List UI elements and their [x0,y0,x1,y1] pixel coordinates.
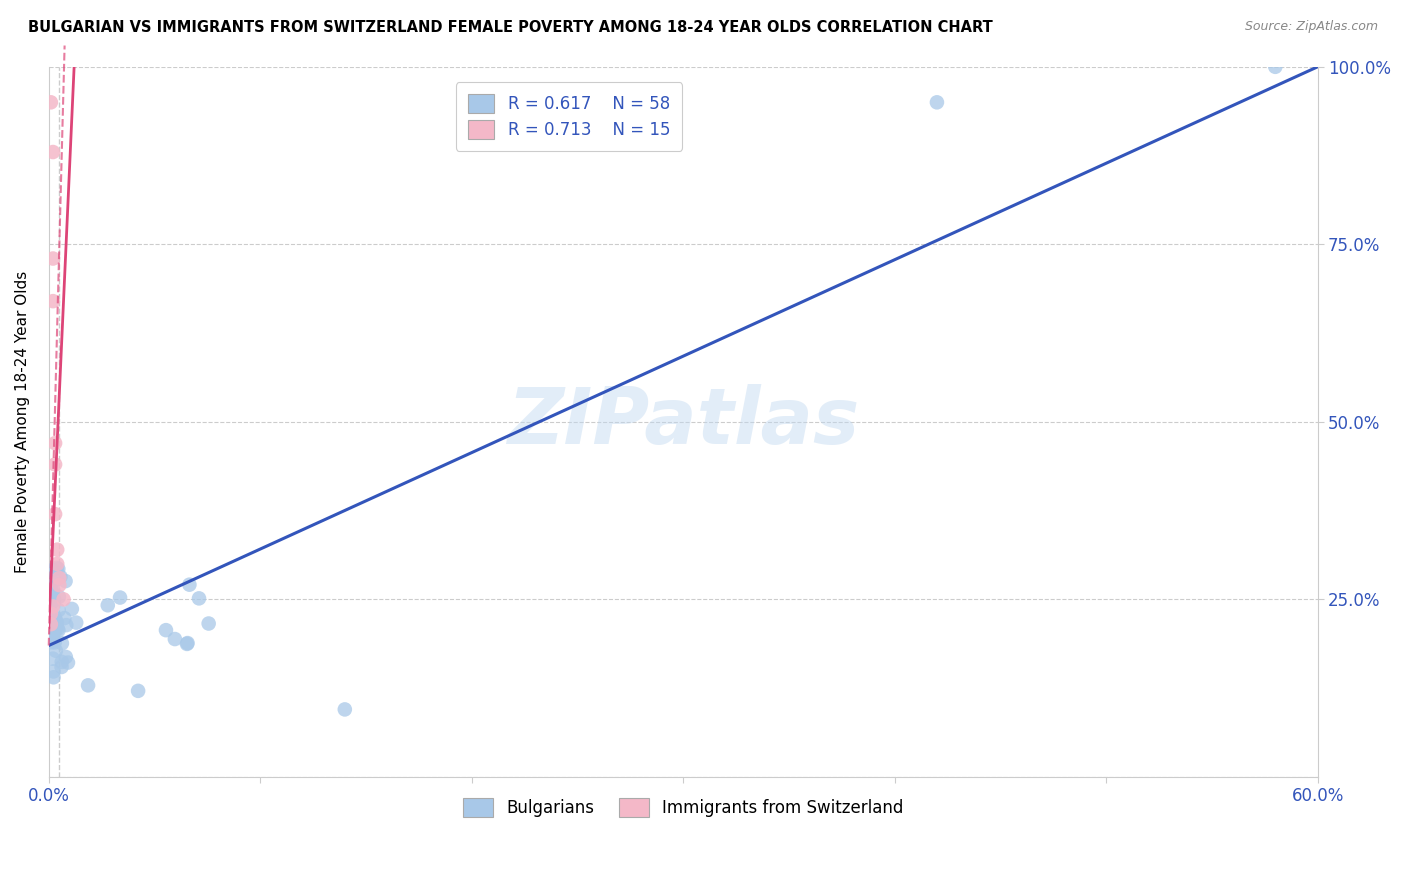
Point [176,637,198,651]
Point [44,611,66,625]
Y-axis label: Female Poverty Among 18-24 Year Olds: Female Poverty Among 18-24 Year Olds [15,270,30,573]
Point [163,632,186,646]
Point [44,507,66,521]
Point [53,611,76,625]
Point [41,632,63,646]
Point [39,580,62,594]
Point [77,678,100,692]
Point [39,582,62,597]
Point [52,592,75,607]
Point [46,557,69,571]
Point [41,618,63,632]
Point [51,655,73,669]
Point [42,582,65,596]
Point [925,95,948,110]
Point [108,591,131,605]
Legend: Bulgarians, Immigrants from Switzerland: Bulgarians, Immigrants from Switzerland [454,789,912,825]
Point [45,644,67,658]
Point [42,593,65,607]
Point [55,574,77,588]
Point [44,635,66,649]
Text: ZIPatlas: ZIPatlas [508,384,859,460]
Point [41,586,63,600]
Point [42,670,65,684]
Point [39,611,62,625]
Point [55,618,77,632]
Point [41,574,63,589]
Point [44,619,66,633]
Point [42,145,65,159]
Point [41,635,63,649]
Point [1264,60,1286,74]
Point [41,563,63,577]
Point [197,616,219,631]
Point [44,624,66,638]
Point [42,594,65,608]
Point [42,252,65,266]
Text: BULGARIAN VS IMMIGRANTS FROM SWITZERLAND FEMALE POVERTY AMONG 18-24 YEAR OLDS CO: BULGARIAN VS IMMIGRANTS FROM SWITZERLAND… [28,20,993,35]
Point [65,615,87,630]
Point [51,660,73,674]
Point [46,542,69,557]
Point [48,603,70,617]
Point [48,624,70,638]
Point [39,607,62,621]
Point [333,702,356,716]
Point [44,623,66,637]
Point [39,633,62,648]
Point [48,571,70,585]
Point [179,577,201,591]
Point [56,656,79,670]
Point [44,458,66,472]
Point [97,599,120,613]
Point [42,599,65,614]
Point [42,651,65,665]
Point [176,636,198,650]
Point [48,590,70,604]
Point [46,622,69,636]
Point [41,586,63,600]
Point [45,616,67,631]
Point [48,578,70,592]
Point [51,636,73,650]
Point [188,591,211,606]
Point [46,562,69,576]
Point [44,436,66,450]
Point [60,602,83,616]
Point [42,665,65,679]
Point [39,599,62,613]
Point [42,294,65,309]
Point [42,591,65,606]
Point [55,650,77,665]
Point [127,683,149,698]
Point [155,623,177,637]
Point [45,615,67,630]
Point [45,561,67,575]
Text: Source: ZipAtlas.com: Source: ZipAtlas.com [1244,20,1378,33]
Point [39,617,62,632]
Point [49,569,72,583]
Point [39,95,62,110]
